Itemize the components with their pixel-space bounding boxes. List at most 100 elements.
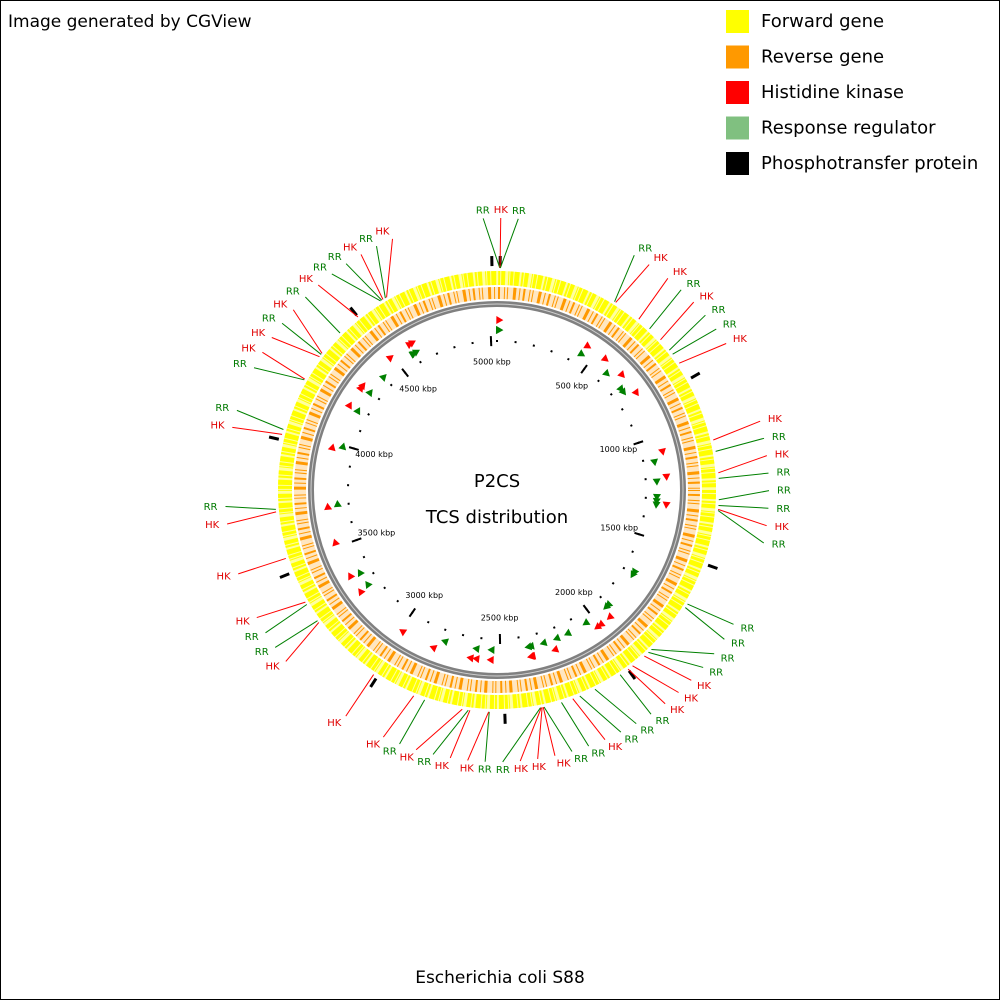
rr-marker [603, 602, 612, 610]
major-tick [348, 446, 359, 451]
callout-line [718, 472, 769, 479]
callout-line [679, 343, 727, 364]
rr-marker [524, 642, 533, 651]
callout-label: RR [262, 313, 276, 324]
major-tick [351, 537, 362, 543]
callout-label: HK [684, 693, 699, 704]
rr-marker [577, 349, 586, 357]
reverse-band-genes [294, 287, 700, 693]
minor-tick [550, 350, 553, 353]
callout-line [715, 437, 765, 452]
footer: Escherichia coli S88 [415, 968, 585, 988]
callout-label: RR [245, 632, 259, 643]
minor-tick [569, 617, 573, 621]
callout-label: HK [608, 742, 623, 753]
major-tick [634, 531, 645, 537]
hk-marker [344, 401, 352, 410]
minor-tick [389, 383, 393, 387]
hk-marker [600, 354, 609, 362]
callout-label: HK [532, 762, 547, 773]
minor-tick [620, 407, 624, 411]
rr-marker [441, 638, 449, 647]
minor-tick [396, 599, 400, 603]
legend-label: Histidine kinase [761, 82, 904, 103]
minor-tick [599, 595, 603, 599]
rr-marker [365, 580, 373, 589]
rr-marker [472, 645, 480, 654]
rr-marker [353, 407, 361, 416]
minor-tick [611, 581, 615, 585]
callout-label: RR [476, 205, 490, 216]
callout-label: HK [375, 226, 390, 237]
callout-line [467, 711, 490, 761]
rr-marker [539, 638, 548, 647]
backbone-line [310, 303, 684, 677]
callout-line [572, 698, 606, 740]
tick-label: 3500 kbp [358, 528, 396, 537]
minor-tick [609, 392, 613, 396]
callout-label: RR [204, 502, 218, 513]
callout-line [399, 699, 426, 745]
callout-line [579, 695, 622, 733]
legend-swatch [726, 81, 749, 104]
callout-line [644, 655, 692, 681]
callout-line [317, 284, 359, 318]
callout-line [236, 409, 284, 430]
callout-label: HK [775, 522, 790, 533]
tick-label: 2500 kbp [481, 613, 519, 622]
callout-line [594, 688, 637, 725]
callout-line [345, 674, 375, 717]
major-tick [580, 364, 588, 374]
callout-line [253, 367, 305, 381]
callout-line [256, 601, 306, 619]
callout-line [232, 426, 283, 435]
rr-marker [582, 618, 591, 626]
callout-line [718, 455, 767, 474]
legend-label: Forward gene [761, 11, 884, 32]
callout-label: RR [286, 286, 300, 297]
callout-label: HK [205, 520, 220, 531]
callout-label: HK [241, 343, 256, 354]
callout-label: HK [266, 661, 281, 672]
hpt-mark [279, 572, 290, 579]
hk-marker [385, 354, 394, 363]
callout-label: RR [772, 540, 786, 551]
center-title: P2CS [474, 471, 520, 492]
hpt-mark [690, 371, 701, 380]
callout-label: RR [712, 305, 726, 316]
hk-marker [551, 645, 560, 653]
callout-line [713, 420, 761, 441]
hk-marker [662, 501, 671, 509]
rr-marker [652, 501, 661, 509]
callout-label: HK [775, 450, 790, 461]
callout-line [718, 490, 770, 501]
callout-label: RR [359, 234, 373, 245]
callout-label: RR [776, 468, 790, 479]
minor-tick [622, 566, 626, 570]
rr-marker [652, 478, 661, 486]
callout-line [615, 264, 650, 303]
callout-line [660, 301, 695, 341]
callout-label: RR [591, 749, 605, 760]
callout-label: RR [512, 206, 526, 217]
rr-marker [564, 628, 573, 636]
tick-label: 1000 kbp [600, 445, 638, 454]
callout-line [651, 649, 715, 655]
hk-marker [324, 502, 333, 511]
callout-label: RR [215, 403, 229, 414]
rr-marker [618, 387, 627, 396]
tick-label: 4500 kbp [399, 385, 437, 394]
callout-line [543, 706, 573, 752]
callout-label: RR [233, 359, 247, 370]
callout-line [382, 695, 415, 738]
legend-swatch [726, 116, 749, 140]
hk-marker [358, 382, 366, 391]
callout-line [669, 314, 706, 351]
minor-tick [377, 397, 381, 401]
hk-marker [332, 538, 341, 547]
callout-label: RR [777, 486, 791, 497]
callout-label: RR [417, 757, 431, 768]
callout-line [627, 668, 666, 705]
callout-line [227, 511, 277, 525]
